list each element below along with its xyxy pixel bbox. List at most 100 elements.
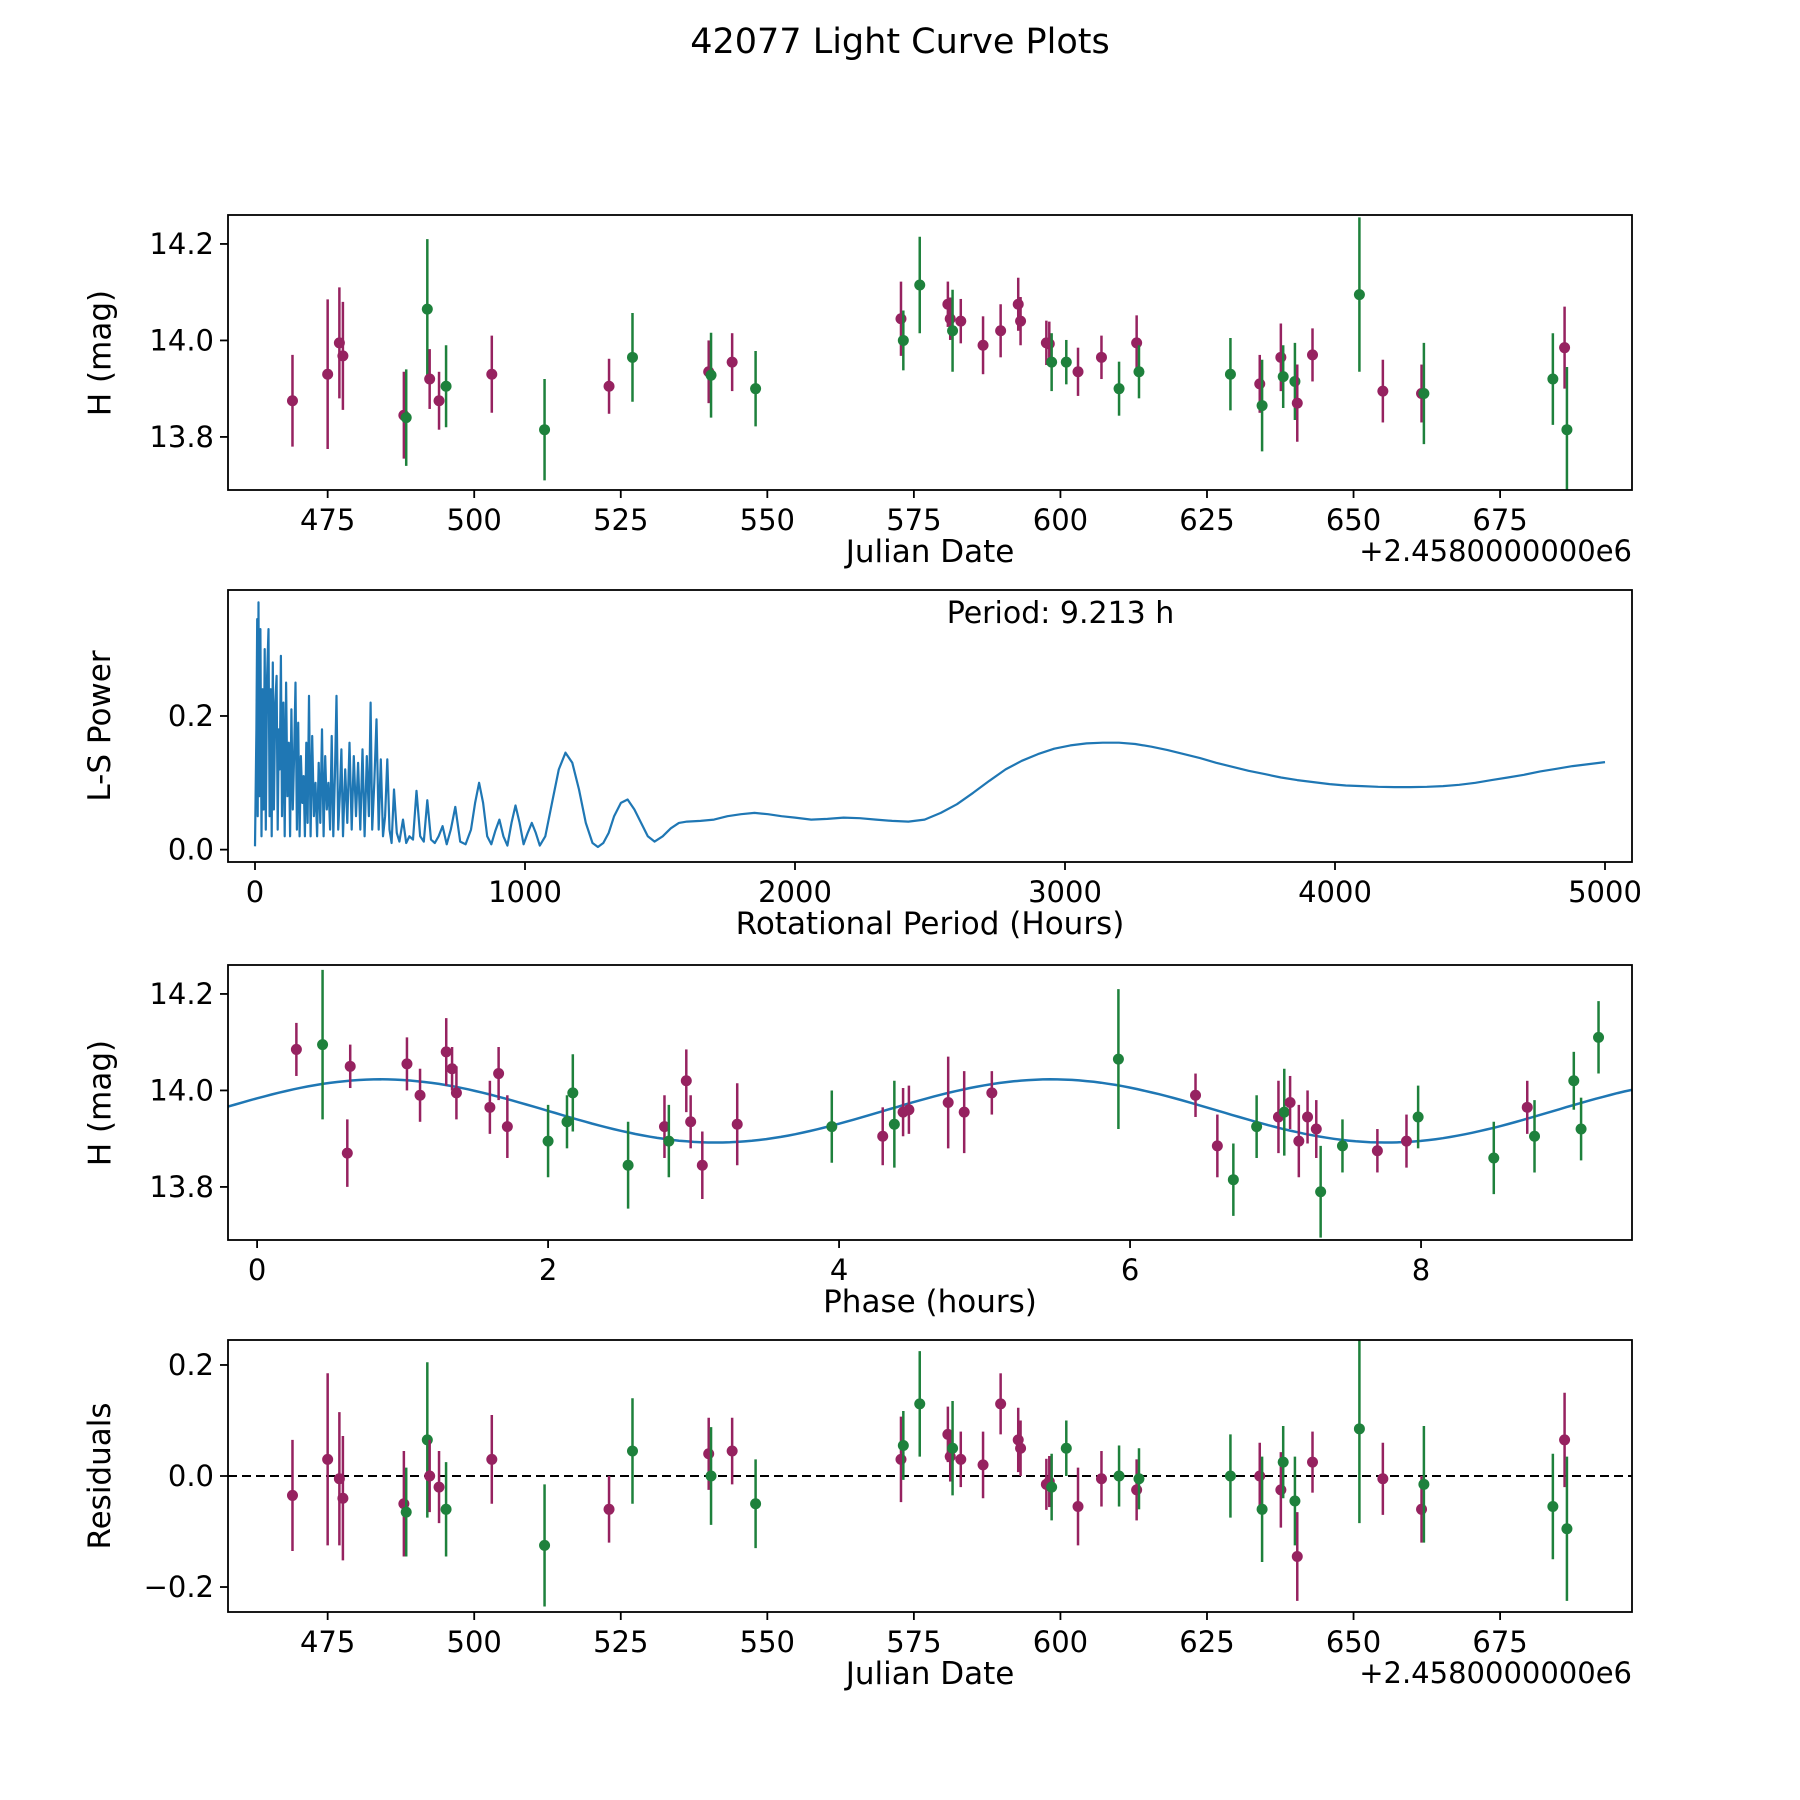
- x-tick-label: 0: [248, 1253, 266, 1287]
- data-point: [1284, 1097, 1296, 1108]
- data-point: [750, 383, 762, 395]
- data-point: [1488, 1152, 1500, 1164]
- data-point: [1275, 351, 1287, 363]
- data-point: [337, 1492, 349, 1504]
- data-point: [341, 1147, 353, 1159]
- data-point: [1353, 289, 1365, 301]
- data-point: [1315, 1186, 1327, 1198]
- x-tick-label: 0: [246, 875, 264, 909]
- xlabel-light-curve: Julian Date: [845, 534, 1015, 570]
- data-point: [421, 303, 433, 315]
- data-point: [1113, 383, 1125, 395]
- data-point: [450, 1087, 462, 1099]
- axis-offset-light-curve: +2.4580000000e6: [1359, 534, 1632, 568]
- data-point: [567, 1087, 579, 1099]
- data-point: [1277, 1456, 1289, 1468]
- data-point: [914, 1398, 926, 1410]
- data-point: [1254, 378, 1266, 390]
- phase-fit-curve: [228, 1078, 1632, 1144]
- x-tick-label: 475: [300, 503, 355, 537]
- data-point: [1278, 1106, 1290, 1118]
- data-point: [897, 334, 909, 346]
- data-point: [1291, 1550, 1303, 1562]
- data-point: [1227, 1174, 1239, 1186]
- x-tick-label: 650: [1326, 1625, 1381, 1659]
- data-point: [995, 325, 1007, 337]
- data-point: [944, 313, 956, 325]
- data-point: [1559, 342, 1571, 354]
- data-point: [1254, 1470, 1266, 1482]
- data-point: [895, 313, 907, 325]
- data-point: [1412, 1111, 1424, 1123]
- data-point: [1190, 1089, 1202, 1101]
- data-point: [1224, 368, 1236, 380]
- data-point: [322, 1453, 334, 1465]
- data-point: [1060, 356, 1072, 368]
- data-point: [440, 380, 452, 392]
- data-point: [1251, 1121, 1263, 1133]
- data-point: [1131, 1484, 1143, 1496]
- data-point: [1015, 315, 1027, 327]
- data-point: [1336, 1140, 1348, 1152]
- data-point: [486, 1453, 498, 1465]
- data-point: [685, 1116, 697, 1128]
- x-tick-label: 675: [1472, 503, 1527, 537]
- data-point: [1015, 1442, 1027, 1454]
- data-point: [286, 1489, 298, 1501]
- data-point: [1131, 337, 1143, 349]
- data-point: [1256, 1503, 1268, 1515]
- data-point: [603, 1503, 615, 1515]
- xlabel-residuals: Julian Date: [845, 1656, 1015, 1692]
- panel-phase-curve: [228, 969, 1632, 1238]
- data-point: [1113, 1470, 1125, 1482]
- data-point: [986, 1087, 998, 1099]
- period-annotation: Period: 9.213 h: [946, 596, 1175, 631]
- data-point: [421, 1434, 433, 1446]
- data-point: [1133, 366, 1145, 378]
- data-point: [440, 1503, 452, 1515]
- axes-frame: [227, 589, 1633, 863]
- data-point: [888, 1118, 900, 1130]
- data-point: [1293, 1135, 1305, 1147]
- data-point: [1072, 1501, 1084, 1513]
- axis-offset-residuals: +2.4580000000e6: [1359, 1656, 1632, 1690]
- data-point: [433, 1481, 445, 1493]
- y-tick-label: 0.0: [168, 833, 214, 867]
- ylabel-phase: H (mag): [82, 1039, 119, 1167]
- x-tick-label: 5000: [1568, 875, 1642, 909]
- data-point: [897, 1439, 909, 1451]
- y-tick-label: 0.0: [168, 1459, 214, 1493]
- data-point: [658, 1121, 670, 1133]
- y-tick-label: 13.8: [149, 420, 214, 454]
- data-point: [344, 1060, 356, 1072]
- x-tick-label: 500: [447, 1625, 502, 1659]
- data-point: [542, 1135, 554, 1147]
- x-tick-label: 525: [593, 1625, 648, 1659]
- data-point: [561, 1116, 573, 1128]
- ylabel-residuals: Residuals: [82, 1402, 118, 1550]
- data-point: [626, 351, 638, 363]
- data-point: [1547, 1501, 1559, 1513]
- data-point: [414, 1089, 426, 1101]
- data-point: [1275, 1484, 1287, 1496]
- data-point: [446, 1063, 458, 1075]
- data-point: [1046, 1481, 1058, 1493]
- ylabel-periodogram: L-S Power: [82, 650, 118, 802]
- data-point: [1416, 1503, 1428, 1515]
- data-point: [663, 1135, 675, 1147]
- x-tick-label: 6: [1121, 1253, 1139, 1287]
- panel-light-curve: [286, 217, 1573, 490]
- data-point: [877, 1130, 889, 1142]
- axes-frame: [227, 964, 1633, 1241]
- x-tick-label: 3000: [1028, 875, 1102, 909]
- data-point: [501, 1121, 513, 1133]
- data-point: [1310, 1123, 1322, 1135]
- data-point: [955, 315, 967, 327]
- data-point: [424, 1470, 436, 1482]
- x-tick-label: 625: [1179, 1625, 1234, 1659]
- x-tick-label: 500: [447, 503, 502, 537]
- data-point: [440, 1046, 452, 1058]
- data-point: [317, 1039, 329, 1051]
